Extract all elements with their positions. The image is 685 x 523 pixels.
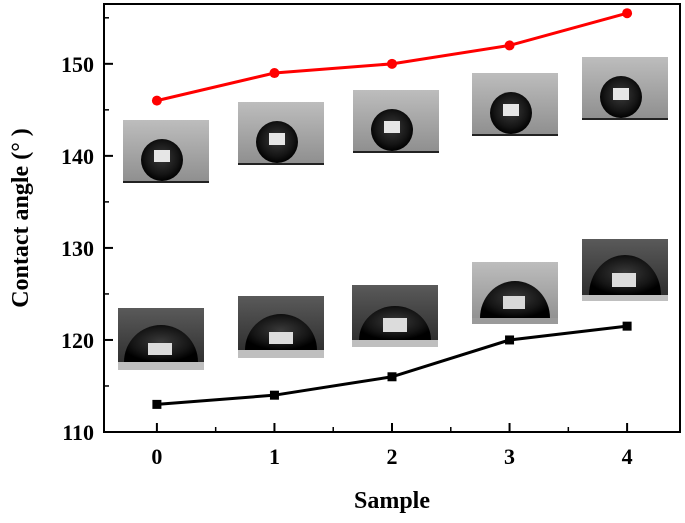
data-point (269, 68, 280, 79)
y-tick-label: 110 (62, 420, 94, 445)
x-axis-label: Sample (354, 488, 430, 514)
data-point (387, 58, 397, 69)
droplet-photo-lower-1 (238, 296, 324, 358)
data-point (504, 40, 515, 51)
series-layer (151, 8, 633, 409)
x-tick-label: 4 (622, 444, 633, 469)
x-tick-label: 1 (269, 444, 280, 469)
data-point (505, 335, 515, 345)
axis-ticks: 110 120 130 140 150 0 1 2 3 4 (61, 17, 633, 469)
data-point (622, 8, 633, 19)
y-tick-label: 140 (61, 144, 94, 169)
droplet-photo-lower-2 (352, 285, 438, 347)
data-point (387, 372, 397, 382)
droplet-photo-lower-3 (472, 262, 558, 324)
y-axis-label: Contact angle (° ) (8, 128, 34, 308)
data-point (151, 95, 162, 106)
droplet-photo-upper-1 (238, 102, 324, 165)
data-point (269, 390, 279, 400)
droplet-photo-lower-0 (118, 308, 204, 370)
droplet-photo-upper-4 (582, 57, 668, 120)
droplet-photo-insets (118, 57, 668, 370)
data-point (152, 399, 162, 409)
droplet-photo-upper-0 (123, 120, 209, 183)
x-tick-label: 2 (387, 444, 398, 469)
x-tick-label: 3 (504, 444, 515, 469)
x-tick-label: 0 (151, 444, 162, 469)
data-point (622, 321, 632, 331)
droplet-photo-upper-3 (472, 73, 558, 136)
y-tick-label: 130 (61, 236, 94, 261)
droplet-photo-upper-2 (353, 90, 439, 153)
y-tick-label: 120 (61, 328, 94, 353)
droplet-photo-lower-4 (582, 239, 668, 301)
y-tick-label: 150 (61, 52, 94, 77)
